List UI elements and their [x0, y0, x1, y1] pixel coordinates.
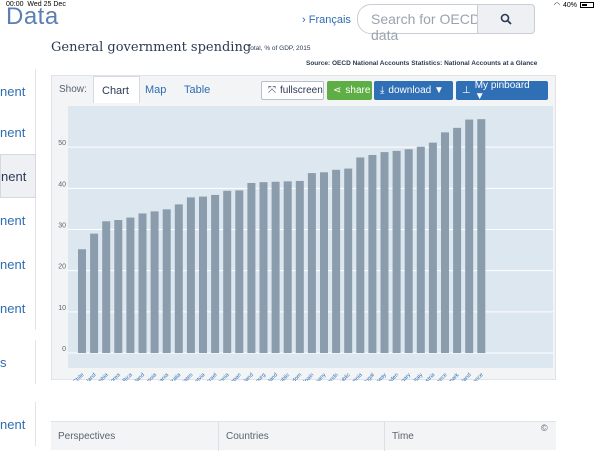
bar — [356, 157, 365, 353]
bar — [223, 190, 232, 353]
tab-map[interactable]: Map — [145, 84, 167, 96]
language-link[interactable]: › Français — [302, 14, 351, 26]
share-button[interactable]: ⋖ share — [327, 81, 372, 100]
site-brand[interactable]: Data — [6, 3, 59, 30]
sidebar-item-active[interactable]: nent — [0, 154, 36, 198]
bar — [307, 173, 316, 353]
bar — [441, 132, 449, 353]
bar — [344, 168, 353, 353]
bar — [235, 190, 244, 353]
bar — [295, 180, 304, 353]
x-tick-label: Israel — [205, 372, 219, 381]
bar — [199, 196, 207, 353]
bar — [78, 249, 86, 353]
bar — [465, 119, 474, 354]
y-tick-label: 30 — [58, 223, 66, 230]
bar — [259, 182, 268, 353]
bar — [247, 182, 256, 353]
bar — [368, 154, 377, 353]
page-subtitle: Total, % of GDP, 2015 — [247, 45, 311, 52]
bar — [404, 149, 413, 353]
bar — [211, 194, 220, 353]
bar — [392, 150, 401, 353]
pin-icon: ⊥ — [462, 85, 471, 96]
countries-filter[interactable]: Countries — [226, 431, 269, 442]
sidebar-item[interactable]: nent — [0, 69, 36, 113]
sidebar: nent nent nent nent nent nent s nent — [0, 60, 36, 450]
tab-chart[interactable]: Chart — [93, 76, 140, 103]
fullscreen-icon: ⤧ — [268, 85, 276, 96]
bar — [380, 152, 389, 353]
y-tick-label: 20 — [58, 264, 66, 271]
time-filter[interactable]: Time — [392, 431, 414, 442]
y-tick-label: 50 — [58, 140, 66, 147]
sidebar-item[interactable]: nent — [0, 198, 36, 242]
bar — [416, 146, 425, 353]
bar — [114, 220, 123, 353]
bar — [428, 142, 437, 353]
copyright-mark: © — [541, 423, 548, 433]
sidebar-item[interactable]: nent — [0, 402, 36, 446]
bar — [150, 211, 159, 353]
status-time: 00:00 — [6, 1, 24, 8]
download-button[interactable]: ⤓ download ▼ — [374, 81, 453, 100]
perspectives-filter[interactable]: Perspectives — [58, 431, 116, 442]
chart-area: 01020304050ChileIrelandColombiaKoreaCost… — [52, 103, 557, 404]
tab-table[interactable]: Table — [184, 84, 211, 96]
bar — [126, 217, 135, 353]
x-tick-label: Spain — [301, 372, 315, 381]
data-source: Source: OECD National Accounts Statistic… — [306, 60, 538, 67]
status-date: Wed 25 Dec — [27, 1, 66, 8]
filter-footer: Perspectives Countries Time — [51, 421, 556, 451]
y-tick-label: 0 — [62, 346, 66, 353]
x-tick-label: Italy — [413, 372, 425, 381]
sidebar-item[interactable]: nent — [0, 110, 36, 154]
pinboard-label: My pinboard ▼ — [474, 79, 530, 102]
fullscreen-button[interactable]: ⤧ fullscreen — [261, 81, 324, 100]
sidebar-item[interactable]: nent — [0, 286, 36, 330]
bar — [90, 233, 99, 353]
bar — [138, 213, 147, 353]
search-button[interactable] — [477, 4, 535, 34]
bar — [477, 119, 486, 353]
download-icon: ⤓ — [380, 85, 385, 96]
chart-panel: Show: Chart Map Table ⤧ fullscreen ⋖ sha… — [51, 75, 557, 404]
bar — [453, 127, 462, 353]
y-tick-label: 10 — [58, 305, 66, 312]
bar — [271, 181, 280, 353]
share-label: share — [345, 85, 371, 96]
show-label: Show: — [59, 84, 87, 95]
bar — [332, 169, 341, 353]
bar — [283, 181, 292, 353]
pinboard-button[interactable]: ⊥ My pinboard ▼ — [456, 79, 548, 102]
bar — [162, 209, 171, 353]
share-icon: ⋖ — [333, 85, 342, 96]
sidebar-item[interactable]: s — [0, 340, 36, 384]
battery-percent: 40% — [562, 1, 577, 9]
status-bar: 00:00 Wed 25 Dec ◠ 40% — [0, 0, 600, 10]
page-title: General government spending — [51, 40, 252, 55]
wifi-icon: ◠ — [553, 2, 560, 9]
bar — [102, 221, 111, 353]
fullscreen-label: fullscreen — [280, 85, 323, 96]
chart-toolbar: Show: Chart Map Table ⤧ fullscreen ⋖ sha… — [52, 76, 557, 103]
sidebar-item[interactable]: nent — [0, 242, 36, 286]
bar-chart: 01020304050ChileIrelandColombiaKoreaCost… — [58, 106, 553, 404]
download-label: download ▼ — [388, 85, 444, 96]
divider — [384, 422, 385, 451]
search-icon — [500, 13, 512, 25]
y-tick-label: 40 — [58, 181, 66, 188]
bar — [320, 172, 328, 353]
battery-icon — [580, 2, 594, 8]
bar — [174, 204, 183, 353]
x-tick-label: Chile — [72, 372, 85, 381]
top-bar: Data › Français Search for OECD data — [0, 0, 600, 43]
divider — [218, 422, 219, 451]
bar — [186, 197, 195, 353]
